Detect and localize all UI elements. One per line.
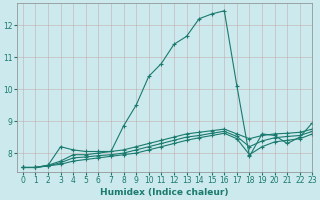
X-axis label: Humidex (Indice chaleur): Humidex (Indice chaleur)	[100, 188, 229, 197]
